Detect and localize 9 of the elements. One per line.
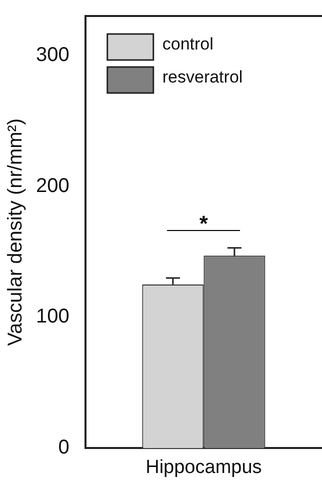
x-tick-label: Hippocampus <box>146 456 262 478</box>
y-tick-label: 300 <box>36 44 70 66</box>
y-tick-label: 100 <box>36 306 70 328</box>
y-axis-title: Vascular density (nr/mm²) <box>4 118 27 346</box>
legend-label: control <box>162 34 214 54</box>
y-tick-label: 0 <box>58 436 70 459</box>
legend-label: resveratrol <box>162 68 243 87</box>
y-tick-label: 200 <box>36 174 70 197</box>
annotation: * <box>199 210 208 236</box>
